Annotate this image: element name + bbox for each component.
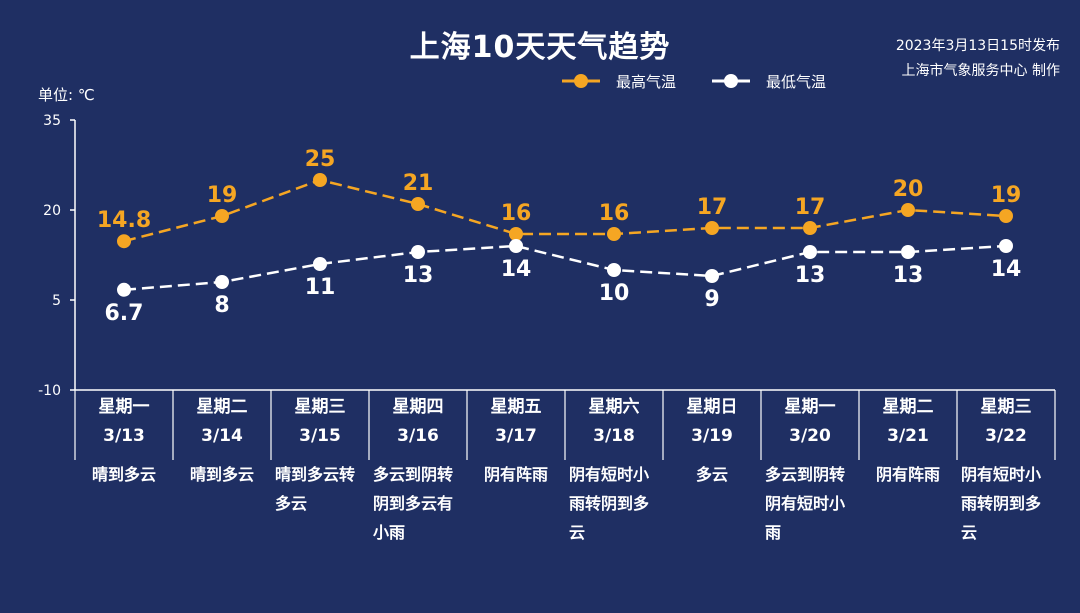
high-temp-label: 25 bbox=[305, 147, 336, 172]
high-temp-label: 16 bbox=[501, 201, 532, 226]
day-cell: 星期二 3/14 bbox=[173, 393, 271, 451]
date-label: 3/14 bbox=[201, 426, 243, 446]
weekday-label: 星期三 bbox=[980, 397, 1032, 417]
day-cell: 星期三 3/22 bbox=[957, 393, 1055, 451]
date-label: 3/13 bbox=[103, 426, 145, 446]
publish-time: 2023年3月13日15时发布 bbox=[895, 38, 1060, 54]
day-cell: 星期二 3/21 bbox=[859, 393, 957, 451]
weather-description: 阴有阵雨 bbox=[483, 465, 548, 484]
legend-high-label: 最高气温 bbox=[616, 73, 677, 91]
publisher-name: 上海市气象服务中心 制作 bbox=[901, 63, 1060, 79]
low-temp-point bbox=[607, 263, 621, 277]
high-temp-point bbox=[803, 221, 817, 235]
weather-description: 晴到多云 bbox=[91, 465, 156, 484]
high-temp-label: 21 bbox=[403, 171, 434, 196]
y-tick-label: 5 bbox=[52, 293, 61, 309]
high-temp-line bbox=[123, 178, 1007, 243]
high-temp-label: 17 bbox=[697, 195, 728, 220]
date-label: 3/19 bbox=[691, 426, 733, 446]
day-cell: 星期日 3/19 bbox=[663, 393, 761, 451]
high-temp-label: 16 bbox=[599, 201, 630, 226]
weather-description: 多云到阴转阴有短时小雨 bbox=[765, 465, 846, 542]
day-cell: 星期一 3/13 bbox=[75, 393, 173, 451]
low-temp-label: 9 bbox=[704, 287, 719, 312]
low-temp-label: 13 bbox=[795, 263, 826, 288]
low-temp-label: 10 bbox=[599, 281, 630, 306]
low-temp-point bbox=[313, 257, 327, 271]
weather-description: 晴到多云 bbox=[189, 465, 254, 484]
weekday-label: 星期一 bbox=[784, 397, 836, 417]
high-temp-label: 19 bbox=[991, 183, 1022, 208]
y-tick-label: 20 bbox=[43, 203, 61, 219]
day-cell: 星期五 3/17 bbox=[467, 393, 565, 451]
low-temp-label: 13 bbox=[403, 263, 434, 288]
low-temp-line bbox=[123, 244, 1007, 292]
weekday-label: 星期三 bbox=[294, 397, 346, 417]
chart-title: 上海10天天气趋势 bbox=[409, 30, 671, 65]
high-temp-point bbox=[509, 227, 523, 241]
low-temp-label: 13 bbox=[893, 263, 924, 288]
high-temp-point bbox=[117, 234, 131, 249]
date-label: 3/22 bbox=[985, 426, 1027, 446]
low-temp-point bbox=[117, 282, 131, 297]
weather-description: 多云 bbox=[695, 465, 728, 484]
low-temp-point bbox=[411, 245, 425, 259]
high-temp-point bbox=[705, 221, 719, 235]
date-label: 3/16 bbox=[397, 426, 439, 446]
date-label: 3/21 bbox=[887, 426, 929, 446]
weather-description: 晴到多云转多云 bbox=[275, 465, 356, 513]
date-label: 3/20 bbox=[789, 426, 831, 446]
low-temp-point bbox=[999, 239, 1013, 253]
high-temp-point bbox=[607, 227, 621, 241]
low-temp-point bbox=[215, 275, 229, 289]
publisher-info: 2023年3月13日15时发布 上海市气象服务中心 制作 bbox=[896, 34, 1060, 84]
high-temp-point bbox=[313, 173, 327, 187]
low-temp-label: 14 bbox=[501, 257, 532, 282]
day-cell: 星期六 3/18 bbox=[565, 393, 663, 451]
date-label: 3/18 bbox=[593, 426, 635, 446]
high-temp-point bbox=[215, 209, 229, 223]
weather-description: 多云到阴转阴到多云有小雨 bbox=[373, 465, 454, 542]
weekday-label: 星期二 bbox=[196, 397, 248, 417]
low-temp-label: 8 bbox=[214, 293, 229, 318]
high-temp-point bbox=[411, 197, 425, 211]
date-label: 3/15 bbox=[299, 426, 341, 446]
day-cell: 星期三 3/15 bbox=[271, 393, 369, 451]
weekday-label: 星期六 bbox=[588, 397, 640, 417]
high-temp-label: 17 bbox=[795, 195, 826, 220]
weekday-label: 星期四 bbox=[392, 397, 444, 417]
weather-description: 阴有短时小雨转阴到多云 bbox=[961, 465, 1042, 542]
weekday-label: 星期二 bbox=[882, 397, 934, 417]
weekday-label: 星期日 bbox=[686, 397, 738, 417]
low-temp-label: 11 bbox=[305, 275, 336, 300]
high-temp-label: 19 bbox=[207, 183, 238, 208]
low-temp-point bbox=[509, 239, 523, 253]
low-temp-point bbox=[901, 245, 915, 259]
high-temp-label: 20 bbox=[893, 177, 924, 202]
y-tick-label: -10 bbox=[38, 383, 61, 399]
high-temp-point bbox=[901, 203, 915, 217]
day-cell: 星期四 3/16 bbox=[369, 393, 467, 451]
legend-high-marker bbox=[562, 74, 600, 88]
weather-description: 阴有阵雨 bbox=[875, 465, 940, 484]
legend-low-label: 最低气温 bbox=[766, 73, 827, 91]
high-temp-label: 14.8 bbox=[97, 208, 151, 233]
day-cell: 星期一 3/20 bbox=[761, 393, 859, 451]
legend-low-marker bbox=[712, 74, 750, 88]
low-temp-label: 6.7 bbox=[105, 301, 144, 326]
date-label: 3/17 bbox=[495, 426, 537, 446]
low-temp-label: 14 bbox=[991, 257, 1022, 282]
y-tick-label: 35 bbox=[43, 113, 61, 129]
unit-label: 单位: ℃ bbox=[38, 86, 95, 104]
weekday-label: 星期五 bbox=[490, 397, 542, 417]
weekday-label: 星期一 bbox=[98, 397, 150, 417]
high-temp-point bbox=[999, 209, 1013, 223]
low-temp-point bbox=[803, 245, 817, 259]
low-temp-point bbox=[705, 269, 719, 283]
weather-description: 阴有短时小雨转阴到多云 bbox=[569, 465, 650, 542]
